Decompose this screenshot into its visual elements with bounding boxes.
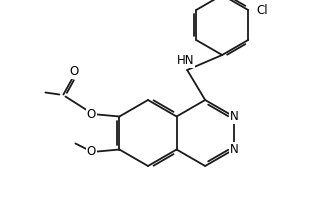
- Text: Cl: Cl: [256, 4, 268, 17]
- Text: O: O: [87, 108, 96, 121]
- Text: N: N: [230, 110, 239, 123]
- Text: O: O: [70, 65, 79, 78]
- Text: N: N: [230, 143, 239, 156]
- Text: HN: HN: [176, 54, 194, 67]
- Text: O: O: [87, 145, 96, 158]
